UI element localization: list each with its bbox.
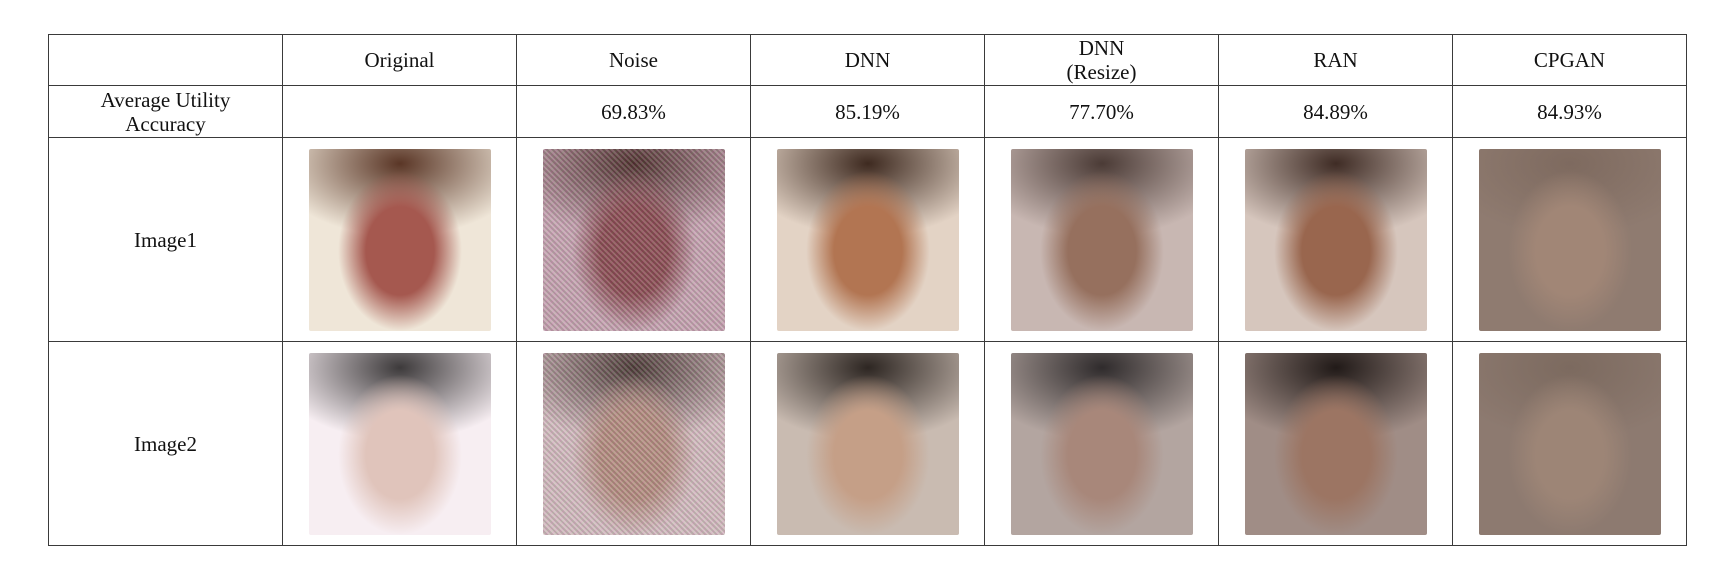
- face-cell: [750, 137, 985, 342]
- accuracy-value-dnn: 85.19%: [750, 85, 985, 138]
- image-row-2: Image2: [48, 341, 1687, 546]
- accuracy-row: Average Utility Accuracy 69.83% 85.19% 7…: [48, 85, 1687, 138]
- header-row: Original Noise DNN DNN (Resize) RAN CPGA…: [48, 34, 1687, 86]
- column-header-line1: CPGAN: [1533, 48, 1606, 72]
- accuracy-value-cpgan: 84.93%: [1452, 85, 1687, 138]
- face-image: [1244, 352, 1427, 535]
- face-cell: [1218, 341, 1453, 546]
- corner-cell: [48, 34, 283, 86]
- column-header-line1: DNN: [1078, 36, 1125, 60]
- face-image: [308, 352, 491, 535]
- results-table: Original Noise DNN DNN (Resize) RAN CPGA…: [48, 34, 1687, 546]
- column-header-line2: (Resize): [1066, 60, 1137, 84]
- face-image: [1010, 148, 1193, 331]
- face-image: [308, 148, 491, 331]
- face-cell: [1452, 341, 1687, 546]
- face-cell: [750, 341, 985, 546]
- column-header-dnn-resize: DNN (Resize): [984, 34, 1219, 86]
- face-cell: [1218, 137, 1453, 342]
- column-header-line1: RAN: [1313, 48, 1358, 72]
- column-header-cpgan: CPGAN: [1452, 34, 1687, 86]
- column-header-dnn: DNN: [750, 34, 985, 86]
- face-cell: [1452, 137, 1687, 342]
- accuracy-value-ran: 84.89%: [1218, 85, 1453, 138]
- face-image: [542, 352, 725, 535]
- accuracy-label-line2: Accuracy: [125, 111, 206, 136]
- face-cell: [984, 137, 1219, 342]
- accuracy-row-label: Average Utility Accuracy: [48, 85, 283, 138]
- face-image: [1244, 148, 1427, 331]
- face-cell: [516, 137, 751, 342]
- accuracy-value-noise: 69.83%: [516, 85, 751, 138]
- image-row-1: Image1: [48, 137, 1687, 342]
- column-header-line1: DNN: [844, 48, 891, 72]
- accuracy-value-original: [282, 85, 517, 138]
- column-header-line1: Original: [364, 48, 435, 72]
- face-image: [776, 148, 959, 331]
- face-cell: [282, 341, 517, 546]
- face-cell: [984, 341, 1219, 546]
- face-image: [776, 352, 959, 535]
- column-header-original: Original: [282, 34, 517, 86]
- image-row-label: Image1: [48, 137, 283, 342]
- face-image: [1478, 148, 1661, 331]
- face-image: [1010, 352, 1193, 535]
- face-cell: [282, 137, 517, 342]
- column-header-line1: Noise: [609, 48, 658, 72]
- face-cell: [516, 341, 751, 546]
- accuracy-label-line1: Average Utility: [100, 87, 231, 112]
- accuracy-value-dnn-resize: 77.70%: [984, 85, 1219, 138]
- face-image: [542, 148, 725, 331]
- image-row-label: Image2: [48, 341, 283, 546]
- column-header-ran: RAN: [1218, 34, 1453, 86]
- column-header-noise: Noise: [516, 34, 751, 86]
- face-image: [1478, 352, 1661, 535]
